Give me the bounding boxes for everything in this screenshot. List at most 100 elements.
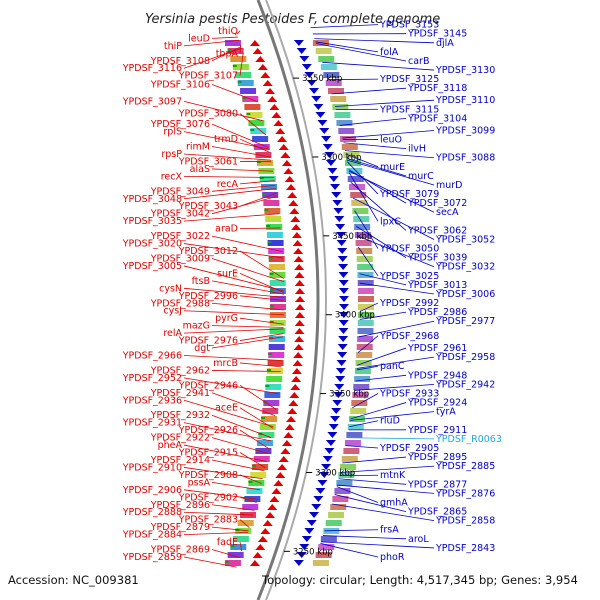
reverse-gene-arrow — [338, 288, 349, 294]
forward-gene-arrow — [294, 304, 305, 310]
forward-gene-arrow — [291, 376, 302, 382]
forward-gene-arrow — [280, 152, 291, 158]
kbp-label: 3500 kbp — [321, 153, 361, 163]
forward-gene-arrow — [286, 184, 297, 190]
gene-label: alaS — [190, 164, 210, 175]
gene-label: YPDSF_3005 — [122, 261, 182, 272]
feature-block — [341, 144, 358, 150]
reverse-gene-arrow — [331, 408, 342, 414]
feature-block — [224, 40, 241, 46]
reverse-gene-arrow — [330, 416, 341, 422]
gene-label: mrcB — [213, 358, 238, 369]
feature-block — [330, 504, 347, 510]
forward-gene-arrow — [269, 104, 280, 110]
forward-gene-arrow — [294, 296, 305, 302]
feature-block — [357, 312, 374, 318]
forward-gene-arrow — [288, 200, 299, 206]
forward-gene-arrow — [291, 224, 302, 230]
label-leader-line — [322, 535, 407, 540]
kbp-label: 3300 kbp — [315, 468, 355, 478]
gene-label: YPDSF_2948 — [407, 370, 467, 381]
kbp-label: 3450 kbp — [332, 232, 372, 242]
feature-block — [354, 232, 371, 238]
feature-block — [357, 304, 374, 310]
forward-gene-arrow — [255, 56, 266, 62]
gene-label: pyrG — [215, 313, 238, 324]
forward-gene-arrow — [289, 208, 300, 214]
label-leader-line — [239, 429, 270, 450]
gene-label: carB — [408, 56, 429, 67]
feature-block — [357, 264, 374, 270]
feature-block — [346, 168, 363, 174]
reverse-gene-arrow — [315, 488, 326, 494]
gene-label: YPDSF_3145 — [407, 29, 467, 40]
gene-label: YPDSF_2911 — [407, 425, 467, 436]
feature-block — [341, 456, 358, 462]
forward-gene-arrow — [294, 328, 305, 334]
label-leader-line — [211, 370, 281, 372]
feature-block — [250, 472, 267, 478]
forward-gene-arrow — [293, 352, 304, 358]
gene-label: murE — [380, 162, 405, 173]
gene-labels: thiQleuDthiPtbpAYPDSF_3108YPDSF_3116YPDS… — [122, 20, 502, 563]
gene-label: YPDSF_3039 — [407, 253, 467, 264]
gene-label: YPDSF_3043 — [178, 201, 238, 212]
gene-label: YPDSF_2865 — [407, 507, 467, 518]
forward-gene-arrow — [293, 344, 304, 350]
gene-label: murD — [436, 180, 463, 191]
gene-label: YPDSF_3049 — [150, 186, 210, 197]
gc-tick — [248, 481, 253, 483]
feature-block — [268, 248, 285, 254]
gc-tick — [269, 273, 274, 275]
feature-block — [255, 448, 272, 454]
forward-gene-arrow — [294, 280, 305, 286]
feature-block — [334, 112, 351, 118]
label-leader-line — [211, 526, 249, 532]
forward-gene-arrow — [252, 552, 263, 558]
label-leader-line — [183, 131, 269, 150]
label-leader-line — [183, 467, 263, 480]
feature-block — [265, 384, 282, 390]
forward-gene-arrow — [292, 360, 303, 366]
forward-gene-arrow — [260, 72, 271, 78]
feature-block — [269, 264, 286, 270]
gene-label: YPDSF_3006 — [435, 289, 495, 300]
reverse-gene-arrow — [301, 64, 312, 70]
feature-block — [330, 96, 347, 102]
gene-label: YPDSF_2986 — [407, 307, 467, 318]
feature-block — [350, 192, 367, 198]
gc-tick — [240, 513, 245, 515]
forward-gene-arrow — [275, 128, 286, 134]
label-leader-line — [349, 420, 379, 428]
label-leader-line — [356, 365, 379, 371]
gene-label: YPDSF_2910 — [122, 462, 182, 473]
label-leader-line — [183, 47, 242, 69]
feature-block — [262, 408, 279, 414]
label-leader-line — [354, 384, 435, 391]
forward-gene-arrow — [283, 432, 294, 438]
feature-block — [252, 136, 269, 142]
forward-gene-arrow — [283, 168, 294, 174]
reverse-gene-arrow — [338, 272, 349, 278]
kbp-label: 3250 kbp — [293, 547, 333, 557]
gene-label: recA — [217, 179, 239, 190]
gene-label: YPDSF_3118 — [407, 83, 467, 94]
gc-tick — [230, 545, 235, 547]
gene-label: YPDSF_2888 — [122, 507, 182, 518]
label-leader-line — [211, 235, 283, 253]
gene-label: YPDSF_3050 — [379, 244, 439, 255]
forward-gene-arrow — [262, 80, 273, 86]
feature-block — [268, 344, 285, 350]
label-leader-line — [335, 99, 435, 107]
gene-label: YPDSF_3080 — [178, 109, 238, 120]
feature-block — [253, 144, 270, 150]
gene-label: ilvH — [408, 144, 426, 155]
label-leader-line — [211, 146, 271, 158]
feature-block — [259, 424, 276, 430]
gc-tick — [265, 385, 270, 387]
label-leader-line — [211, 36, 238, 39]
reverse-gene-arrow — [321, 464, 332, 470]
forward-gene-arrow — [286, 416, 297, 422]
gene-label: YPDSF_2961 — [407, 343, 467, 354]
reverse-gene-arrow — [313, 104, 324, 110]
